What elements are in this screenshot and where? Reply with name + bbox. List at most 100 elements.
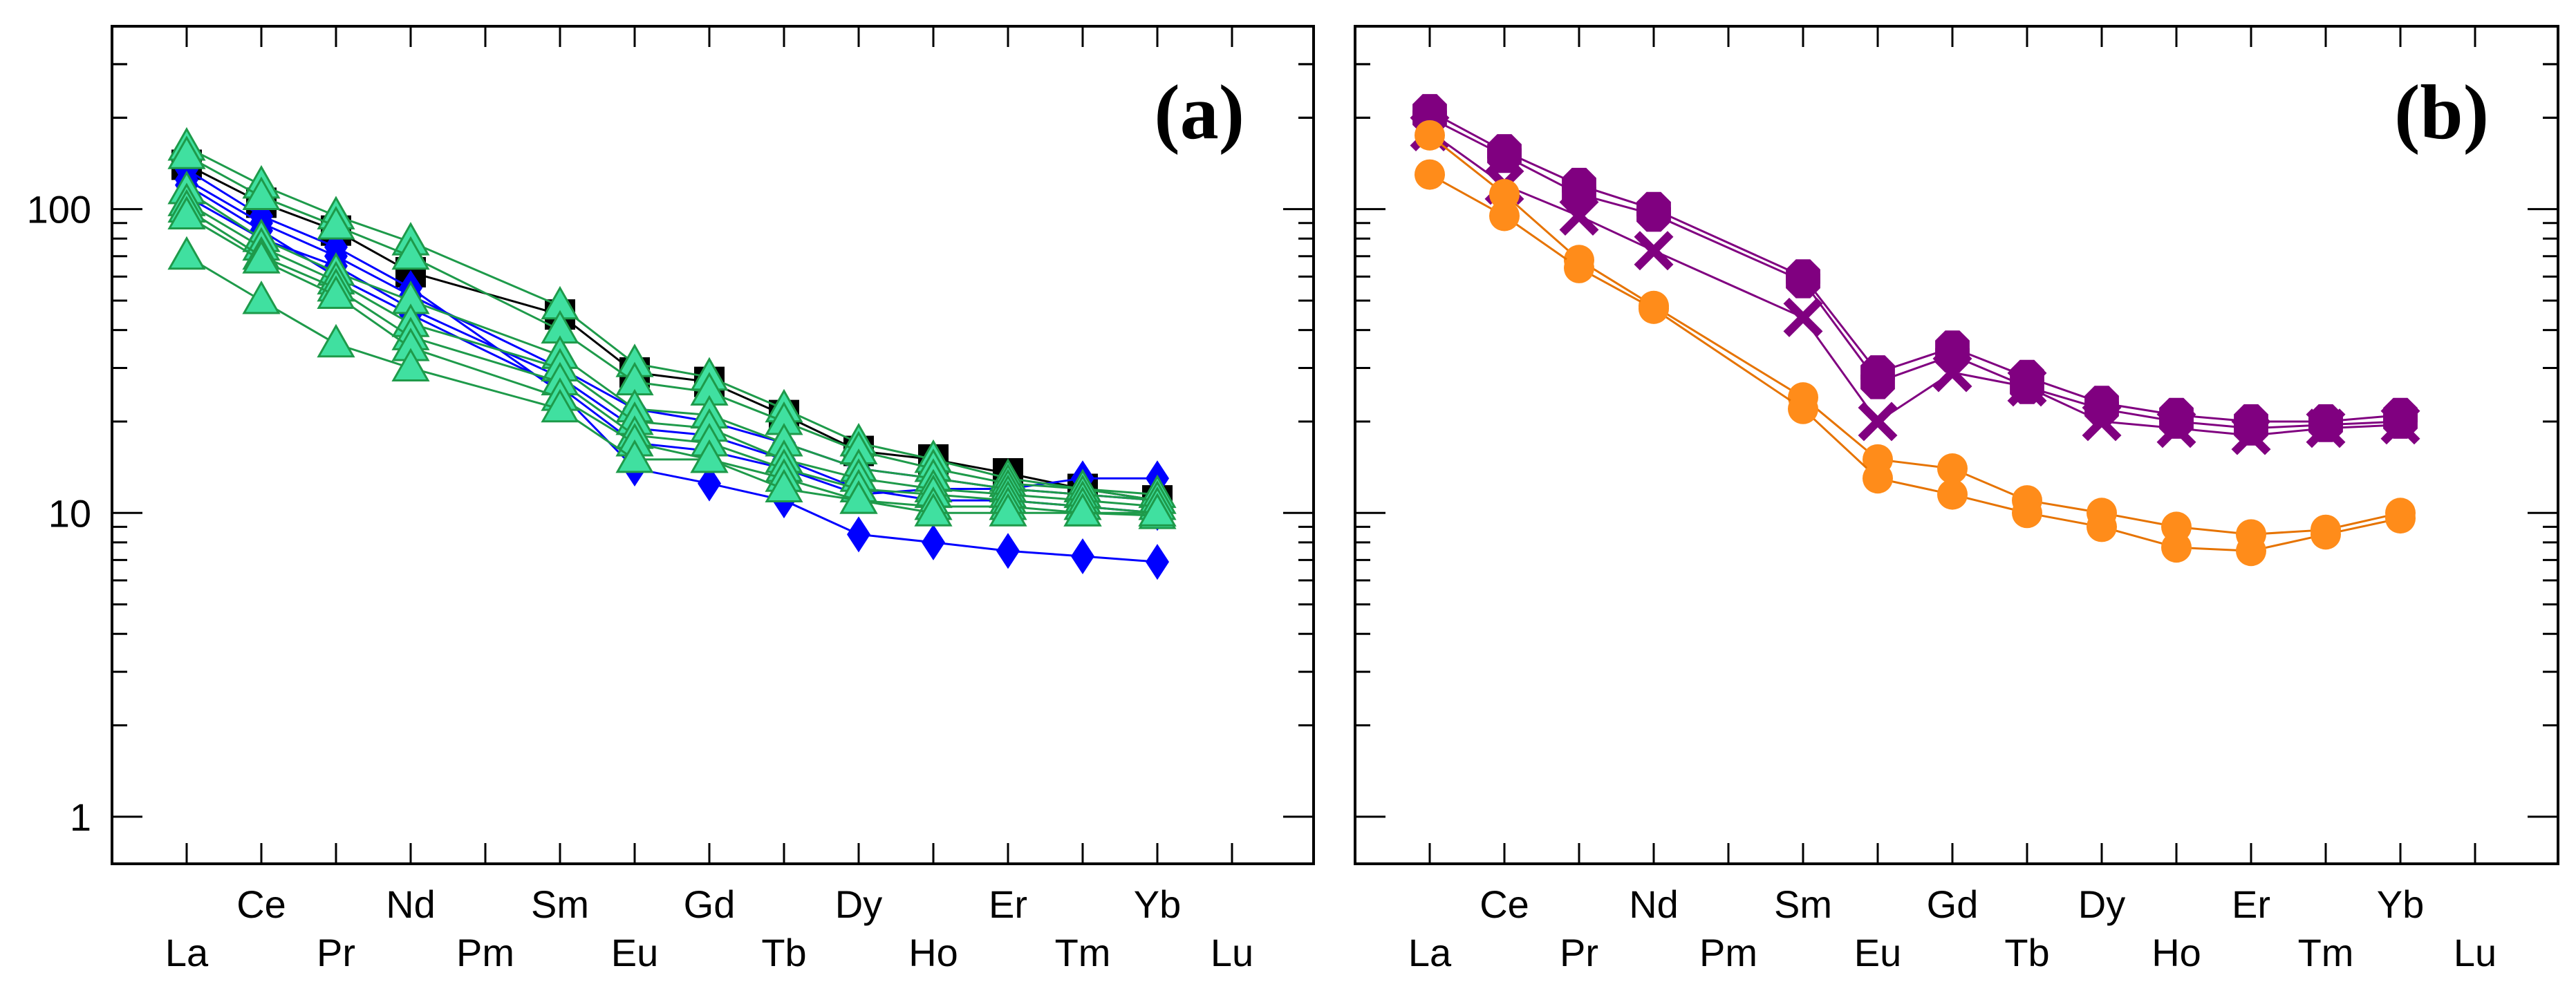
data-point-triangle bbox=[242, 240, 281, 274]
cross-stroke bbox=[1634, 231, 1674, 271]
data-point-diamond bbox=[1146, 544, 1169, 580]
x-tick-label-dy: Dy bbox=[835, 882, 882, 926]
data-point-triangle bbox=[317, 206, 355, 240]
cross-stroke bbox=[1559, 196, 1599, 236]
x-tick-label-gd: Gd bbox=[684, 882, 736, 926]
data-point-circle bbox=[2236, 536, 2266, 567]
cross-stroke bbox=[2007, 367, 2047, 407]
series-triangle-6 bbox=[167, 196, 1177, 529]
x-tick-label-tm: Tm bbox=[2298, 931, 2354, 974]
x-tick-label-gd: Gd bbox=[1927, 882, 1979, 926]
data-point-circle bbox=[1863, 463, 1893, 494]
data-point-octagon bbox=[2234, 410, 2268, 446]
data-point-cross bbox=[2007, 367, 2047, 407]
x-tick-label-la: La bbox=[1408, 931, 1452, 974]
x-tick-label-pm: Pm bbox=[1699, 931, 1757, 974]
y-tick-label: 1 bbox=[70, 795, 91, 839]
y-tick-label: 100 bbox=[27, 188, 91, 231]
x-tick-label-pm: Pm bbox=[456, 931, 514, 974]
data-point-triangle bbox=[615, 439, 654, 473]
x-tick-label-la: La bbox=[165, 931, 209, 974]
data-point-octagon bbox=[1786, 263, 1820, 299]
x-tick-label-eu: Eu bbox=[1854, 931, 1902, 974]
data-point-triangle bbox=[914, 493, 953, 527]
series-triangle-1 bbox=[167, 126, 1177, 514]
series-triangle-7 bbox=[167, 236, 1177, 527]
series-octagon-1 bbox=[1412, 94, 2418, 439]
cross-stroke bbox=[2231, 415, 2271, 455]
x-tick-label-eu: Eu bbox=[611, 931, 659, 974]
panel-a-chart: 1 10 100 La Ce Pr Nd Pm Sm Eu Gd Tb Dy Ho Er Tm Yb Lu (a) bbox=[27, 25, 1315, 974]
data-point-circle bbox=[1489, 179, 1520, 210]
data-point-triangle bbox=[167, 236, 206, 270]
panel-b-chart: La Ce Pr Nd Pm Sm Eu Gd Tb Dy Ho Er Tm Yb Lu (b) bbox=[1354, 25, 2559, 974]
plot-frame bbox=[111, 25, 1315, 865]
x-tick-label-nd: Nd bbox=[1629, 882, 1679, 926]
data-point-cross bbox=[2306, 408, 2346, 448]
x-tick-label-nd: Nd bbox=[386, 882, 436, 926]
data-point-triangle bbox=[242, 176, 281, 210]
x-tick-label-yb: Yb bbox=[2377, 882, 2425, 926]
data-point-cross bbox=[1559, 196, 1599, 236]
data-point-circle bbox=[1639, 293, 1669, 324]
x-tick-label-yb: Yb bbox=[1134, 882, 1182, 926]
data-point-circle bbox=[1415, 159, 1445, 190]
x-tick-label-pr: Pr bbox=[317, 931, 355, 974]
data-point-triangle bbox=[167, 135, 206, 169]
x-tick-label-er: Er bbox=[2232, 882, 2270, 926]
data-point-cross bbox=[2082, 401, 2122, 442]
panel-label: (a) bbox=[1154, 70, 1244, 155]
data-point-cross bbox=[1783, 297, 1823, 337]
data-point-triangle bbox=[1138, 493, 1177, 527]
x-tick-label-dy: Dy bbox=[2078, 882, 2125, 926]
data-point-diamond bbox=[996, 533, 1020, 569]
data-point-diamond bbox=[922, 524, 945, 560]
data-point-diamond bbox=[1071, 538, 1094, 575]
data-point-triangle bbox=[167, 196, 206, 229]
data-point-octagon bbox=[1487, 138, 1522, 173]
data-point-cross bbox=[1932, 352, 1972, 393]
data-point-triangle bbox=[317, 323, 355, 358]
data-point-circle bbox=[1489, 200, 1520, 231]
x-tick-label-tb: Tb bbox=[761, 931, 806, 974]
x-tick-label-pr: Pr bbox=[1560, 931, 1598, 974]
x-tick-label-sm: Sm bbox=[1774, 882, 1832, 926]
plot-frame bbox=[1354, 25, 2559, 865]
data-point-triangle bbox=[391, 348, 430, 382]
x-tick-label-lu: Lu bbox=[1211, 931, 1253, 974]
data-point-circle bbox=[1788, 393, 1818, 424]
data-point-diamond bbox=[847, 516, 870, 553]
data-point-octagon bbox=[1860, 364, 1895, 399]
cross-stroke bbox=[1932, 352, 1972, 393]
data-point-triangle bbox=[690, 439, 729, 473]
x-tick-label-tb: Tb bbox=[2004, 931, 2049, 974]
data-point-circle bbox=[1415, 120, 1445, 151]
data-point-circle bbox=[1564, 252, 1594, 283]
data-point-circle bbox=[2385, 503, 2416, 534]
series-octagon-2 bbox=[1412, 100, 2418, 446]
data-point-circle bbox=[2311, 519, 2341, 550]
cross-stroke bbox=[2156, 408, 2196, 448]
cross-stroke bbox=[2380, 405, 2420, 445]
data-point-cross bbox=[1858, 401, 1898, 442]
y-axis-ticks bbox=[1355, 25, 2558, 818]
data-point-triangle bbox=[765, 469, 803, 502]
series-line bbox=[1429, 173, 2401, 552]
data-point-circle bbox=[1937, 453, 1968, 484]
x-tick-label-er: Er bbox=[989, 882, 1027, 926]
data-point-circle bbox=[2161, 532, 2192, 563]
data-point-triangle bbox=[1063, 493, 1102, 527]
data-point-triangle bbox=[317, 275, 355, 310]
series-circle-2 bbox=[1415, 159, 2416, 567]
data-point-diamond bbox=[698, 465, 721, 502]
cross-stroke bbox=[1858, 401, 1898, 442]
data-point-cross bbox=[1634, 231, 1674, 271]
x-tick-label-ce: Ce bbox=[236, 882, 286, 926]
data-point-circle bbox=[2087, 511, 2117, 542]
data-point-circle bbox=[1937, 479, 1968, 510]
x-axis: La Ce Pr Nd Pm Sm Eu Gd Tb Dy Ho Er Tm Yb Lu bbox=[165, 26, 1253, 974]
data-point-cross bbox=[2156, 408, 2196, 448]
data-point-triangle bbox=[989, 493, 1027, 527]
cross-stroke bbox=[1783, 297, 1823, 337]
